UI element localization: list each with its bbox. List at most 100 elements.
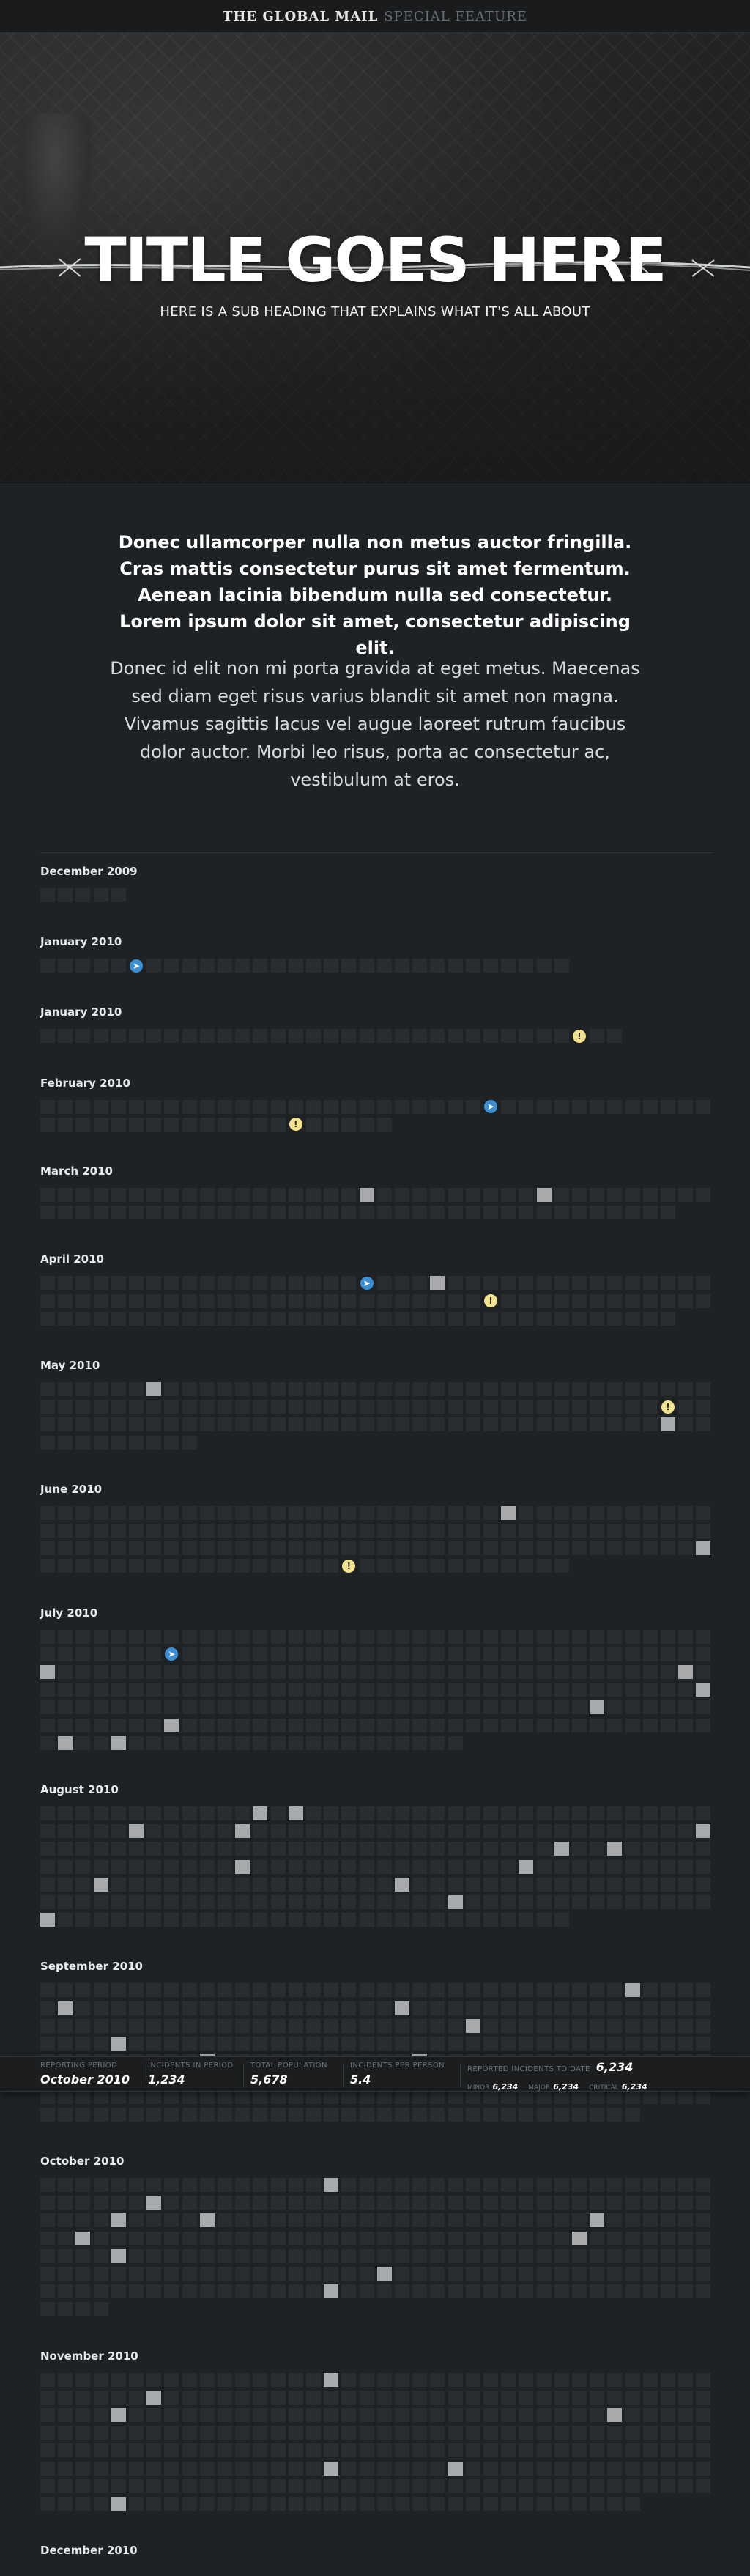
day-cell: [696, 2426, 711, 2440]
incident-cell[interactable]: [199, 2213, 215, 2228]
incident-cell[interactable]: [111, 1735, 126, 1750]
day-cell: [572, 1983, 587, 1998]
day-cell: [341, 1524, 357, 1538]
exclamation-icon[interactable]: !: [573, 1029, 586, 1043]
incident-cell[interactable]: [111, 2497, 126, 2511]
incident-cell[interactable]: [430, 1276, 445, 1291]
incident-cell[interactable]: [607, 1842, 623, 1856]
incident-cell[interactable]: [111, 2037, 126, 2051]
day-cell: [536, 1683, 552, 1697]
day-cell: [75, 888, 91, 902]
day-cell: [199, 1913, 215, 1927]
day-cell: [590, 1806, 605, 1820]
incident-cell[interactable]: [253, 1806, 268, 1820]
incident-cell[interactable]: [519, 1859, 534, 1874]
incident-cell[interactable]: [40, 1913, 55, 1927]
day-cell: [324, 2248, 339, 2263]
shark-icon[interactable]: ➤: [360, 1276, 374, 1290]
day-cell: [642, 1859, 658, 1874]
day-cell: [607, 2443, 623, 2458]
incident-cell[interactable]: [146, 1382, 162, 1396]
day-cell: [572, 1700, 587, 1715]
day-cell: [288, 1099, 303, 1114]
incident-cell[interactable]: [696, 1683, 711, 1697]
day-cell: [324, 2390, 339, 2405]
day-cell: [607, 1400, 623, 1414]
day-cell: [235, 2196, 250, 2210]
day-cell: [164, 1400, 179, 1414]
incident-cell[interactable]: [324, 2372, 339, 2387]
day-cell: [235, 1735, 250, 1750]
day-cell: [235, 2497, 250, 2511]
incident-cell[interactable]: [111, 2213, 126, 2228]
day-cell: [270, 2372, 286, 2387]
incident-cell[interactable]: [129, 1824, 144, 1839]
day-cell: [376, 1700, 392, 1715]
incident-cell[interactable]: [235, 1859, 250, 1874]
incident-cell[interactable]: [448, 2461, 463, 2476]
day-cell: [678, 1505, 694, 1520]
incident-cell[interactable]: [324, 2284, 339, 2299]
incident-cell[interactable]: [324, 2178, 339, 2192]
incident-cell[interactable]: [324, 2461, 339, 2476]
incident-cell[interactable]: [678, 1665, 694, 1679]
day-cell: [359, 1524, 374, 1538]
incident-cell[interactable]: [395, 1877, 409, 1892]
incident-cell[interactable]: [696, 1824, 711, 1839]
day-cell: [412, 2284, 428, 2299]
day-cell: [359, 2248, 374, 2263]
exclamation-icon[interactable]: !: [342, 1559, 356, 1573]
day-cell: [253, 1877, 268, 1892]
incident-cell[interactable]: [590, 1700, 605, 1715]
exclamation-icon[interactable]: !: [661, 1400, 675, 1414]
incident-cell[interactable]: [590, 2213, 605, 2228]
shark-icon[interactable]: ➤: [484, 1100, 497, 1114]
incident-cell[interactable]: [40, 1665, 55, 1679]
incident-cell[interactable]: [93, 1877, 108, 1892]
incident-cell[interactable]: [111, 2408, 126, 2422]
day-cell: [58, 1700, 73, 1715]
shark-icon[interactable]: ➤: [130, 959, 143, 973]
day-cell: [642, 1541, 658, 1556]
incident-cell[interactable]: [465, 2018, 480, 2033]
incident-cell[interactable]: [146, 2390, 162, 2405]
exclamation-icon[interactable]: !: [289, 1118, 302, 1132]
day-cell: [253, 1913, 268, 1927]
incident-cell[interactable]: [395, 2001, 409, 2015]
day-cell: [111, 2461, 126, 2476]
incident-cell[interactable]: [501, 1505, 516, 1520]
incident-cell[interactable]: [111, 2248, 126, 2263]
incident-cell[interactable]: [75, 2231, 91, 2245]
incident-cell[interactable]: [376, 2267, 392, 2281]
reported-breakdown: MINOR 6,234 MAJOR 6,234 CRITICAL 6,234: [467, 2078, 647, 2092]
incident-cell[interactable]: [448, 1895, 463, 1909]
day-cell: [696, 2267, 711, 2281]
incident-cell[interactable]: [661, 1417, 675, 1432]
day-cell: [483, 959, 498, 973]
incident-cell[interactable]: [235, 1824, 250, 1839]
incident-cell[interactable]: [572, 2231, 587, 2245]
day-cell: [430, 1895, 445, 1909]
incident-cell[interactable]: [696, 1541, 711, 1556]
day-cell: [218, 1029, 232, 1044]
shark-icon[interactable]: ➤: [165, 1647, 179, 1661]
stat-value: 6,234: [595, 2060, 634, 2074]
incident-cell[interactable]: [536, 1188, 552, 1202]
incident-cell[interactable]: [58, 1735, 73, 1750]
incident-cell[interactable]: [58, 2001, 73, 2015]
incident-cell[interactable]: [607, 2408, 623, 2422]
incident-cell[interactable]: [164, 1718, 179, 1732]
day-cell: [483, 1647, 498, 1661]
day-cell: [448, 1541, 463, 1556]
brand-logo[interactable]: THE GLOBAL MAIL: [223, 8, 379, 24]
day-cell: [607, 1206, 623, 1220]
incident-cell[interactable]: [359, 1188, 374, 1202]
day-cell: [536, 1700, 552, 1715]
incident-cell[interactable]: [288, 1806, 303, 1820]
day-cell: [590, 2001, 605, 2015]
incident-cell[interactable]: [625, 1983, 640, 1998]
exclamation-icon[interactable]: !: [484, 1294, 497, 1308]
incident-cell[interactable]: [146, 2196, 162, 2210]
incident-cell[interactable]: [554, 1842, 569, 1856]
day-cell: [182, 1877, 197, 1892]
